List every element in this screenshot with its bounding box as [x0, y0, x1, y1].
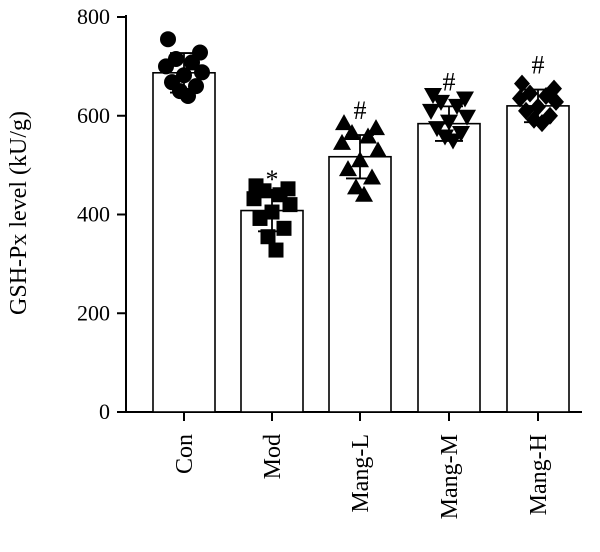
y-tick-label-200: 200: [77, 300, 110, 325]
x-tick-label-Mang-H: Mang-H: [526, 434, 552, 515]
y-tick-label-0: 0: [99, 399, 110, 424]
data-point-Mang-M-6: [458, 109, 476, 126]
x-tick-label-Mod: Mod: [260, 434, 286, 479]
y-axis-title: GSH-Px level (kU/g): [6, 111, 32, 315]
data-point-Con-11: [180, 88, 196, 104]
data-point-Mang-L-11: [355, 185, 373, 202]
bar-Mang-M: [417, 122, 481, 413]
x-tick-label-Con: Con: [172, 434, 198, 474]
bar-Mang-H: [506, 105, 570, 413]
data-point-Mang-M-5: [422, 103, 440, 120]
data-point-Mod-10: [260, 229, 276, 245]
x-tick-label-Mang-M: Mang-M: [437, 434, 463, 519]
data-point-Mang-L-10: [347, 178, 365, 195]
y-tick-label-800: 800: [77, 4, 110, 29]
data-point-Con-6: [194, 64, 210, 81]
y-tick-label-600: 600: [77, 103, 110, 128]
data-point-Mang-L-9: [363, 168, 381, 185]
data-point-Mod-11: [268, 242, 284, 258]
data-point-Mang-H-6: [548, 92, 564, 111]
data-point-Con-1: [160, 31, 176, 48]
data-point-Mang-L-3: [343, 124, 361, 141]
x-tick-label-Mang-L: Mang-L: [348, 434, 374, 513]
significance-Mang-M: #: [443, 67, 456, 96]
significance-Mang-L: #: [354, 96, 367, 125]
plot-area: 0 200 400 600 800 Con * Mod # Mang-L # Mang-M # Mang-…: [77, 4, 582, 519]
data-point-Mang-M-8: [428, 121, 446, 138]
significance-Mang-H: #: [532, 51, 545, 80]
data-point-Mang-H-1: [514, 74, 530, 93]
data-point-Mang-L-8: [339, 160, 357, 177]
data-point-Con-5: [158, 58, 174, 75]
data-point-Mang-L-2: [367, 119, 385, 136]
data-point-Mang-L-6: [369, 141, 387, 158]
bar-Con: [152, 71, 216, 413]
data-point-Mod-9: [276, 220, 292, 236]
data-point-Mod-6: [282, 197, 298, 213]
data-point-Mang-L-1: [335, 114, 353, 131]
data-point-Mang-L-5: [333, 133, 351, 150]
y-tick-label-400: 400: [77, 202, 110, 227]
data-point-Mod-5: [246, 191, 262, 207]
data-point-Mang-M-3: [432, 94, 450, 111]
data-point-Mang-H-5: [512, 89, 528, 108]
data-point-Mod-8: [252, 210, 268, 226]
significance-Mod: *: [266, 165, 279, 194]
data-point-Con-4: [184, 54, 200, 71]
